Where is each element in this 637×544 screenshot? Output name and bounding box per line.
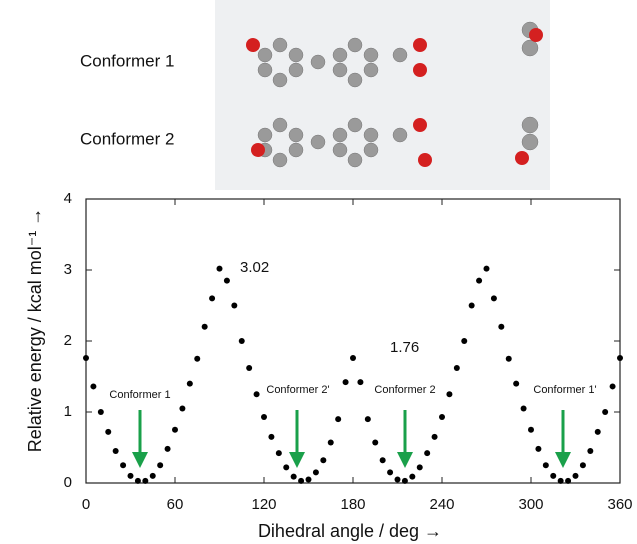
data-point — [454, 365, 460, 371]
data-point — [387, 469, 393, 475]
data-point — [306, 476, 312, 482]
data-point — [432, 434, 438, 440]
data-point — [565, 478, 571, 484]
data-point — [231, 303, 237, 309]
data-point — [313, 469, 319, 475]
data-point — [439, 414, 445, 420]
data-point — [491, 295, 497, 301]
data-point — [150, 473, 156, 479]
data-point — [343, 379, 349, 385]
molecule-images — [215, 0, 550, 190]
data-point — [246, 365, 252, 371]
data-point — [320, 457, 326, 463]
data-point — [120, 462, 126, 468]
y-tick-label: 3 — [64, 261, 72, 278]
x-tick-label: 240 — [429, 496, 454, 513]
data-point — [113, 448, 119, 454]
data-point — [506, 356, 512, 362]
y-tick-label: 0 — [64, 474, 72, 491]
data-point — [172, 427, 178, 433]
data-point — [424, 450, 430, 456]
data-point — [350, 355, 356, 361]
data-point — [328, 440, 334, 446]
annotation: 3.02 — [240, 259, 269, 276]
y-tick-label: 4 — [64, 190, 72, 207]
data-point — [268, 434, 274, 440]
molecule-label: Conformer 2 — [80, 129, 174, 148]
data-point — [402, 478, 408, 484]
data-point — [283, 464, 289, 470]
data-point — [372, 440, 378, 446]
data-point — [90, 383, 96, 389]
y-tick-label: 2 — [64, 332, 72, 349]
data-point — [98, 409, 104, 415]
data-point — [239, 338, 245, 344]
x-tick-label: 180 — [340, 496, 365, 513]
data-point — [587, 448, 593, 454]
data-point — [543, 462, 549, 468]
y-tick-label: 1 — [64, 403, 72, 420]
data-point — [610, 383, 616, 389]
data-point — [380, 457, 386, 463]
annotation: Conformer 1' — [533, 384, 596, 396]
data-point — [142, 478, 148, 484]
data-point — [202, 324, 208, 330]
data-point — [617, 355, 623, 361]
data-point — [291, 474, 297, 480]
data-point — [194, 356, 200, 362]
data-point — [187, 381, 193, 387]
x-tick-label: 300 — [518, 496, 543, 513]
x-tick-label: 120 — [251, 496, 276, 513]
data-point — [550, 473, 556, 479]
annotation: Conformer 2' — [266, 384, 329, 396]
annotation: 1.76 — [390, 339, 419, 356]
data-point — [484, 266, 490, 272]
arrows — [132, 410, 571, 468]
data-point — [261, 414, 267, 420]
figure: Conformer 1 Conformer 2 Dihedral angle /… — [0, 0, 637, 544]
data-point — [446, 391, 452, 397]
data-point — [298, 478, 304, 484]
data-point — [128, 473, 134, 479]
data-point — [573, 473, 579, 479]
data-point — [580, 462, 586, 468]
data-point — [224, 278, 230, 284]
plot-frame — [86, 199, 620, 483]
x-tick-label: 0 — [82, 496, 90, 513]
data-point — [558, 478, 564, 484]
data-point — [105, 429, 111, 435]
data-point — [357, 379, 363, 385]
data-point — [528, 427, 534, 433]
data-point — [469, 303, 475, 309]
annotation: Conformer 1 — [109, 389, 170, 401]
data-point — [513, 381, 519, 387]
x-tick-label: 60 — [167, 496, 184, 513]
data-point — [335, 416, 341, 422]
data-point — [217, 266, 223, 272]
x-axis-label: Dihedral angle / deg → — [258, 521, 442, 541]
data-point — [209, 295, 215, 301]
x-tick-label: 360 — [607, 496, 632, 513]
y-axis-label: Relative energy / kcal mol⁻¹ → — [25, 208, 45, 453]
data-point — [135, 478, 141, 484]
data-point — [179, 405, 185, 411]
data-point — [602, 409, 608, 415]
data-point — [535, 446, 541, 452]
data-point — [157, 462, 163, 468]
data-point — [165, 446, 171, 452]
data-point — [595, 429, 601, 435]
data-point — [461, 338, 467, 344]
molecule-label: Conformer 1 — [80, 51, 174, 70]
data-point — [498, 324, 504, 330]
data-point — [395, 476, 401, 482]
data-point — [409, 474, 415, 480]
data-point — [417, 464, 423, 470]
data-point — [254, 391, 260, 397]
data-point — [276, 450, 282, 456]
annotation: Conformer 2 — [374, 384, 435, 396]
data-point — [83, 355, 89, 361]
data-point — [476, 278, 482, 284]
data-point — [521, 405, 527, 411]
data-point — [365, 416, 371, 422]
